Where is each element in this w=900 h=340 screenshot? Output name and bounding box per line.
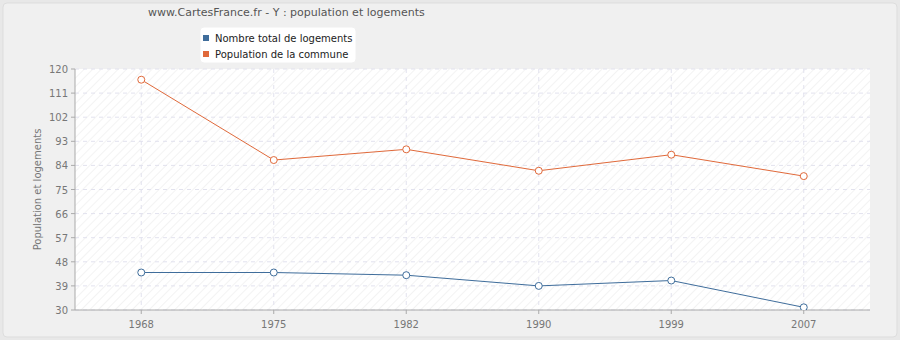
grid-line	[538, 69, 539, 310]
grid-line	[75, 310, 870, 311]
tick-label: 30	[55, 305, 68, 316]
series-group	[138, 76, 808, 310]
grid-line	[75, 93, 870, 94]
tick-label: 66	[55, 209, 68, 220]
tick-label: 84	[55, 160, 68, 171]
marker	[535, 167, 542, 174]
tick-label: 1990	[526, 319, 551, 330]
tick-label: 1975	[261, 319, 286, 330]
tick-label: 1968	[129, 319, 154, 330]
tick	[406, 310, 407, 314]
marker	[403, 272, 410, 279]
marker	[668, 277, 675, 284]
grid-line	[671, 69, 672, 310]
tick	[71, 261, 75, 262]
tick	[71, 310, 75, 311]
tick-label: 1982	[394, 319, 419, 330]
marker	[138, 76, 145, 83]
marker	[270, 157, 277, 164]
grid-line	[75, 237, 870, 238]
grid-line	[75, 213, 870, 214]
tick	[71, 237, 75, 238]
tick-label: 75	[55, 185, 68, 196]
tick	[141, 310, 142, 314]
axis-label: Population et logements	[32, 129, 43, 251]
tick	[71, 69, 75, 70]
grid-line	[75, 165, 870, 166]
marker	[668, 151, 675, 158]
marker	[535, 282, 542, 289]
tick	[273, 310, 274, 314]
tick-label: 93	[55, 136, 68, 147]
tick-label: 48	[55, 257, 68, 268]
tick-label: 111	[49, 88, 68, 99]
tick	[71, 189, 75, 190]
tick	[538, 310, 539, 314]
series-line	[141, 80, 804, 176]
x-axis	[75, 310, 870, 311]
legend-swatch	[203, 35, 209, 41]
tick	[803, 310, 804, 314]
marker	[800, 173, 807, 180]
series-line	[141, 273, 804, 308]
marker	[270, 269, 277, 276]
tick	[71, 141, 75, 142]
tick-label: 1999	[659, 319, 684, 330]
legend-label: Nombre total de logements	[215, 33, 352, 44]
tick	[71, 213, 75, 214]
title: www.CartesFrance.fr - Y : population et …	[148, 6, 425, 19]
legend-label: Population de la commune	[215, 49, 348, 60]
legend	[200, 27, 356, 63]
tick	[71, 117, 75, 118]
tick-label: 57	[55, 233, 68, 244]
grid-line	[75, 285, 870, 286]
tick	[671, 310, 672, 314]
grid-line	[75, 261, 870, 262]
tick	[71, 165, 75, 166]
chart: www.CartesFrance.fr - Y : population et …	[0, 0, 900, 340]
marker	[138, 269, 145, 276]
tick-label: 39	[55, 281, 68, 292]
marker	[800, 304, 807, 310]
tick-label: 102	[49, 112, 68, 123]
y-axis	[75, 69, 76, 310]
background	[3, 3, 897, 337]
grid-line	[75, 69, 870, 70]
plot-area	[75, 69, 870, 310]
tick-label: 2007	[791, 319, 816, 330]
legend-swatch	[203, 51, 209, 57]
tick	[71, 285, 75, 286]
tick	[71, 93, 75, 94]
marker	[403, 146, 410, 153]
tick-label: 120	[49, 64, 68, 75]
grid-line	[75, 117, 870, 118]
grid-line	[75, 141, 870, 142]
grid-line	[75, 189, 870, 190]
grid-line	[803, 69, 804, 310]
